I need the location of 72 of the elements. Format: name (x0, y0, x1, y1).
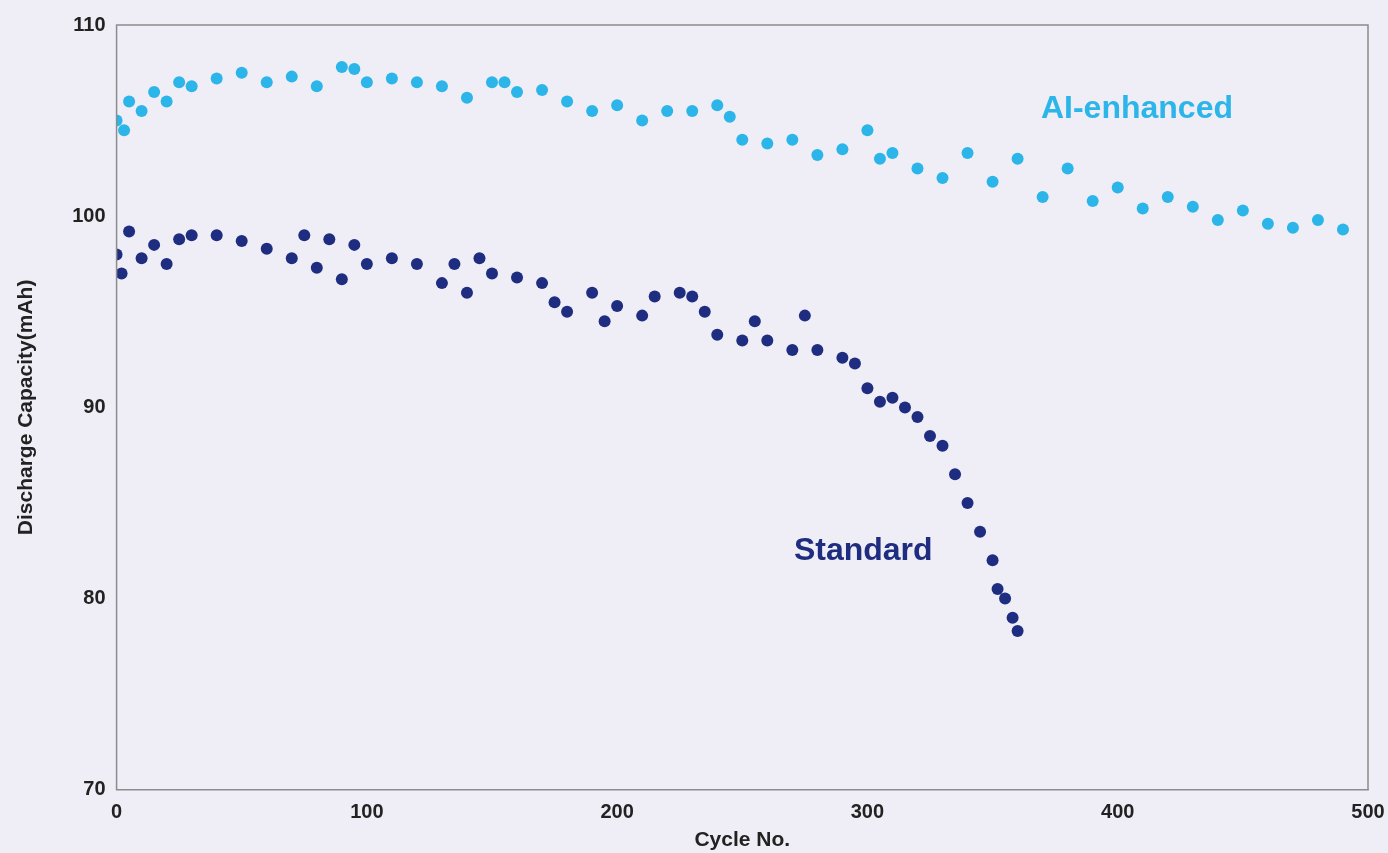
point (310, 80, 323, 93)
point (561, 95, 574, 108)
point (173, 76, 186, 89)
point (285, 70, 298, 83)
y-tick-label: 70 (83, 777, 106, 800)
point (410, 76, 423, 89)
series-label: AI-enhanced (1040, 89, 1233, 126)
point (511, 85, 524, 98)
point (135, 105, 148, 118)
point (936, 171, 949, 184)
point (210, 72, 223, 85)
point (636, 114, 649, 127)
point (260, 76, 273, 89)
point (160, 95, 173, 108)
y-tick-label: 80 (83, 586, 106, 609)
series-label: Standard (793, 530, 933, 567)
point (235, 66, 248, 79)
point (1311, 214, 1324, 227)
point (148, 85, 161, 98)
point (786, 133, 799, 146)
point (711, 99, 724, 112)
point (348, 62, 361, 75)
point (1086, 194, 1099, 207)
point (1161, 191, 1174, 204)
point (1061, 162, 1074, 175)
point (586, 105, 599, 118)
point (335, 61, 348, 74)
point (911, 162, 924, 175)
point (723, 110, 736, 123)
point (1111, 181, 1124, 194)
x-axis-title: Cycle No. (694, 827, 791, 851)
point (811, 149, 824, 162)
point (385, 72, 398, 85)
y-tick-label: 90 (83, 394, 106, 417)
x-tick-label: 200 (600, 800, 634, 823)
x-tick-label: 100 (350, 800, 384, 823)
point (986, 175, 999, 188)
point (123, 95, 136, 108)
x-tick-label: 500 (1351, 800, 1385, 823)
point (961, 147, 974, 160)
point (873, 152, 886, 165)
point (360, 76, 373, 89)
point (1186, 200, 1199, 213)
point (1336, 223, 1349, 236)
x-tick-label: 0 (111, 800, 123, 823)
point (661, 105, 674, 118)
point (185, 80, 198, 93)
point (836, 143, 849, 156)
point (1011, 152, 1024, 165)
point (435, 80, 448, 93)
y-tick-label: 100 (72, 203, 106, 226)
y-axis-title: Discharge Capacity(mAh) (13, 279, 37, 536)
point (686, 105, 699, 118)
y-tick-label: 110 (73, 12, 106, 35)
point (1136, 202, 1149, 215)
x-tick-label: 300 (850, 800, 885, 823)
point (460, 91, 473, 104)
point (1211, 214, 1224, 227)
point (118, 124, 131, 137)
point (1286, 221, 1299, 234)
x-tick-label: 400 (1101, 800, 1135, 823)
point (536, 84, 549, 97)
point (886, 147, 899, 160)
point (498, 76, 511, 89)
point (761, 137, 774, 150)
point (861, 124, 874, 137)
point (1261, 217, 1274, 230)
point (611, 99, 624, 112)
point (486, 76, 498, 89)
point (1236, 204, 1249, 217)
point (736, 133, 749, 146)
point (1036, 191, 1049, 204)
